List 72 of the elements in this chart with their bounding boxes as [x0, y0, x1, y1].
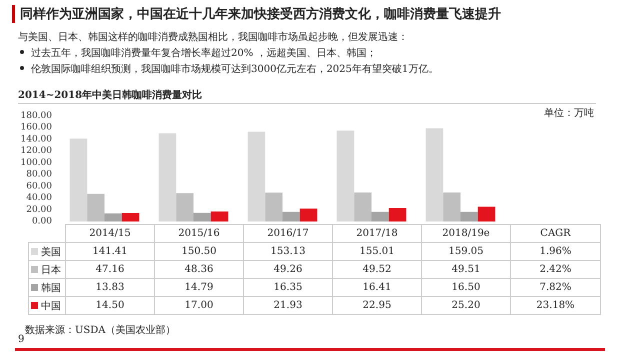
- bar: [372, 212, 389, 222]
- bar: [87, 194, 104, 222]
- bar: [104, 213, 122, 222]
- bar: [426, 128, 444, 222]
- data-label: 14.50: [66, 296, 154, 314]
- text: 9: [18, 334, 24, 345]
- bar: [478, 206, 496, 222]
- y-tick-label: 20.00: [26, 204, 52, 215]
- data-label: 153.13: [244, 242, 332, 260]
- data-label: 17.00: [154, 296, 244, 314]
- data-label: 159.05: [422, 242, 510, 260]
- source-note: 数据来源：USDA（美国农业部）: [25, 324, 176, 337]
- legend-label: 韩国: [28, 278, 66, 296]
- bar: [122, 213, 140, 222]
- data-label: 141.41: [66, 242, 154, 260]
- data-label: 22.95: [332, 296, 422, 314]
- bar: [210, 212, 228, 222]
- y-tick-label: 180.00: [20, 111, 52, 121]
- data-label: 21.93: [244, 296, 332, 314]
- x-tick-label: 2018/19e: [422, 224, 510, 242]
- text: 与美国、日本、韩国这样的咖啡消费成熟国相比，我国咖啡市场虽起步晚，但发展迅速：: [18, 30, 408, 44]
- chart-title: 同样作为亚洲国家，中国在近十几年来加快接受西方消费文化，咖啡消费量飞速提升: [12, 5, 501, 23]
- legend-label: 美国: [28, 242, 66, 260]
- y-axis-title: 单位：万吨: [544, 106, 594, 120]
- text: 2.42%: [510, 260, 600, 278]
- y-tick-label: 100.00: [20, 158, 52, 168]
- bar: [443, 192, 460, 222]
- legend-label: 中国: [28, 296, 66, 314]
- bar: [388, 208, 406, 222]
- x-tick-label: 2014/15: [66, 224, 154, 242]
- data-label: 16.41: [332, 278, 422, 296]
- data-label: 150.50: [154, 242, 244, 260]
- chart-subtitle: 2014~2018年中美日韩咖啡消费量对比: [18, 88, 202, 102]
- text: 7.82%: [510, 278, 600, 296]
- bar: [354, 192, 372, 222]
- data-label: 47.16: [66, 260, 154, 278]
- bar: [282, 212, 300, 222]
- bar: [248, 132, 266, 222]
- y-tick-label: 80.00: [26, 170, 52, 180]
- text: CAGR: [510, 224, 600, 242]
- y-tick-label: 160.00: [20, 122, 52, 133]
- y-tick-label: 120.00: [20, 146, 52, 156]
- y-tick-label: 140.00: [20, 134, 52, 144]
- data-label: 14.79: [154, 278, 244, 296]
- bar: [194, 212, 211, 222]
- bar: [176, 193, 194, 222]
- data-label: 16.35: [244, 278, 332, 296]
- text: 1.96%: [510, 242, 600, 260]
- text: 伦敦国际咖啡组织预测，我国咖啡市场规模可达到3000亿元左右，2025年有望突破1万亿。: [30, 62, 438, 76]
- data-label: 49.26: [244, 260, 332, 278]
- y-tick-label: 40.00: [26, 193, 52, 204]
- bar: [300, 208, 318, 222]
- x-tick-label: 2015/16: [154, 224, 244, 242]
- bar: [460, 212, 478, 222]
- bar: [158, 133, 176, 222]
- y-tick-label: 60.00: [26, 181, 52, 192]
- x-tick-label: 2016/17: [244, 224, 332, 242]
- bar: [70, 138, 88, 222]
- data-label: 48.36: [154, 260, 244, 278]
- data-label: 49.52: [332, 260, 422, 278]
- data-label: 155.01: [332, 242, 422, 260]
- x-tick-label: 2017/18: [332, 224, 422, 242]
- bar: [336, 130, 354, 222]
- data-label: 13.83: [66, 278, 154, 296]
- data-label: 49.51: [422, 260, 510, 278]
- y-tick-label: 0.00: [32, 216, 52, 226]
- legend-label: 日本: [28, 260, 66, 278]
- text: 23.18%: [510, 296, 600, 314]
- data-label: 25.20: [422, 296, 510, 314]
- bar: [265, 192, 282, 222]
- text: 过去五年，我国咖啡消费量年复合增长率超过20% ，远超美国、日本、韩国；: [30, 46, 376, 60]
- data-label: 16.50: [422, 278, 510, 296]
